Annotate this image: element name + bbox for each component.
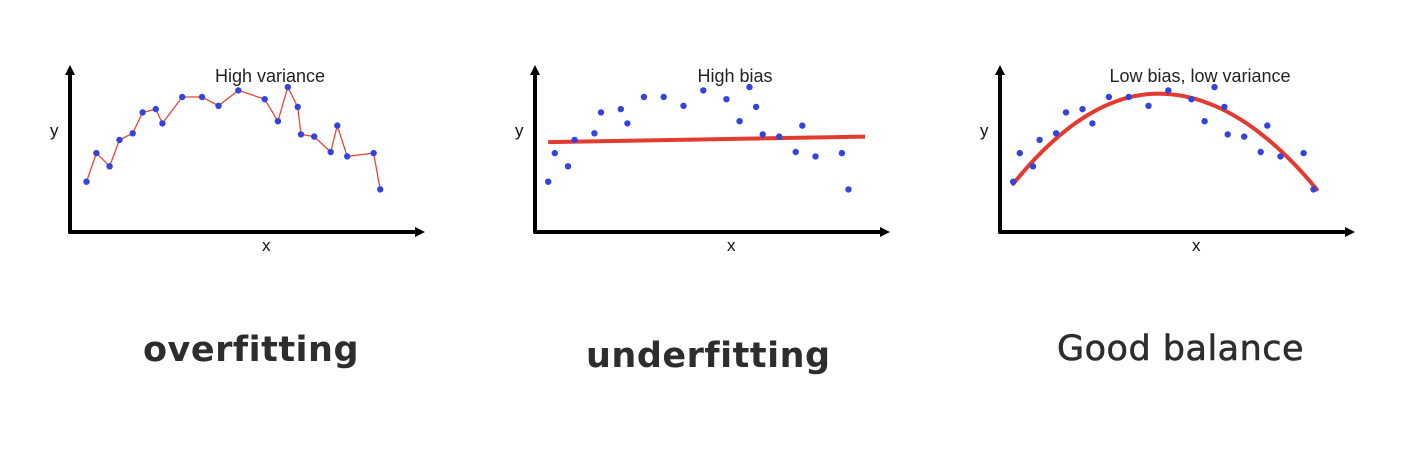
good-point-1 [1016, 149, 1023, 157]
good-point-7 [1089, 120, 1096, 127]
good-point-10 [1145, 102, 1152, 109]
underfit-point-9 [660, 93, 667, 101]
overfit-point-18 [327, 148, 334, 156]
good-point-6 [1079, 105, 1086, 113]
good-x-label: x [1192, 236, 1201, 255]
overfit-point-9 [198, 93, 206, 101]
good-x-axis-arrow [1345, 227, 1355, 237]
underfit-point-10 [680, 102, 687, 109]
good-point-17 [1241, 133, 1248, 140]
overfit-point-20 [344, 153, 351, 160]
good-y-axis-arrow [995, 65, 1005, 75]
underfit-y-label: y [515, 121, 524, 140]
good-point-5 [1062, 109, 1070, 116]
overfit-point-10 [215, 102, 222, 109]
underfit-point-1 [551, 149, 558, 157]
underfit-point-14 [746, 83, 753, 91]
underfit-point-5 [597, 109, 605, 116]
overfit-title: High variance [215, 66, 325, 86]
good-point-0 [1010, 178, 1017, 185]
underfit-point-21 [838, 149, 846, 157]
underfit-point-15 [752, 103, 760, 111]
good-point-19 [1264, 122, 1271, 129]
good-title: Low bias, low variance [1109, 66, 1290, 86]
overfit-fit-line [85, 85, 381, 190]
overfit-point-14 [284, 83, 291, 91]
good-y-label: y [980, 121, 989, 140]
underfit-point-3 [571, 136, 578, 144]
underfit-point-2 [564, 163, 572, 170]
good-point-2 [1029, 163, 1037, 170]
good-point-4 [1052, 130, 1060, 137]
good-point-3 [1036, 136, 1043, 144]
good-point-15 [1221, 103, 1228, 111]
overfit-point-13 [274, 118, 282, 125]
overfitting-caption: overfitting [143, 330, 360, 370]
underfit-point-11 [700, 87, 707, 94]
good-point-16 [1224, 131, 1231, 138]
good-point-9 [1125, 93, 1132, 101]
overfit-point-15 [294, 103, 301, 111]
overfit-point-21 [370, 149, 377, 157]
overfit-point-4 [129, 130, 136, 137]
underfit-point-4 [591, 130, 598, 137]
good-point-22 [1310, 186, 1317, 193]
underfit-point-22 [845, 186, 852, 193]
underfit-point-18 [792, 148, 799, 156]
overfit-point-17 [311, 133, 318, 140]
underfit-point-19 [799, 122, 806, 129]
good-point-8 [1105, 93, 1113, 101]
overfit-point-19 [334, 122, 341, 129]
good-balance-chart: y x Low bias, low variance [980, 65, 1355, 255]
overfit-point-5 [139, 109, 146, 116]
underfit-x-label: x [727, 236, 736, 255]
overfit-point-0 [83, 178, 90, 185]
underfitting-caption: underfitting [586, 336, 831, 376]
overfit-point-11 [235, 87, 242, 94]
overfit-point-1 [93, 149, 100, 157]
good-point-18 [1257, 148, 1264, 156]
overfit-point-12 [261, 96, 268, 103]
underfit-x-axis-arrow [880, 227, 890, 237]
good-point-14 [1211, 83, 1218, 91]
underfit-point-8 [640, 93, 648, 101]
good-balance-caption: Good balance [1057, 329, 1305, 370]
underfit-point-16 [759, 131, 766, 138]
good-point-11 [1165, 87, 1172, 94]
underfit-title: High bias [697, 66, 772, 86]
underfit-y-axis-arrow [530, 65, 540, 75]
overfit-y-axis-arrow [65, 65, 75, 75]
overfit-point-6 [152, 105, 159, 113]
underfit-point-13 [736, 118, 743, 125]
overfit-x-axis-arrow [415, 227, 425, 237]
good-point-21 [1300, 149, 1307, 157]
overfit-x-label: x [262, 236, 271, 255]
underfit-point-7 [624, 120, 631, 127]
underfit-point-20 [812, 153, 819, 160]
underfit-point-17 [776, 133, 783, 140]
underfit-point-12 [723, 96, 730, 103]
overfit-y-label: y [50, 121, 59, 140]
underfit-point-0 [545, 178, 552, 185]
good-fit-curve [1011, 91, 1319, 192]
overfit-point-8 [179, 93, 186, 101]
underfitting-chart: y x High bias [515, 65, 890, 255]
overfit-point-2 [106, 163, 113, 170]
overfit-point-7 [159, 120, 166, 127]
overfitting-chart: y x High variance [50, 65, 425, 255]
overfit-point-3 [116, 136, 123, 144]
overfit-point-22 [377, 186, 384, 193]
underfit-point-6 [617, 105, 624, 113]
overfit-point-16 [297, 131, 305, 138]
good-point-12 [1188, 96, 1195, 103]
good-point-13 [1201, 118, 1208, 125]
underfit-fit-line [548, 134, 866, 145]
good-point-20 [1277, 153, 1284, 160]
